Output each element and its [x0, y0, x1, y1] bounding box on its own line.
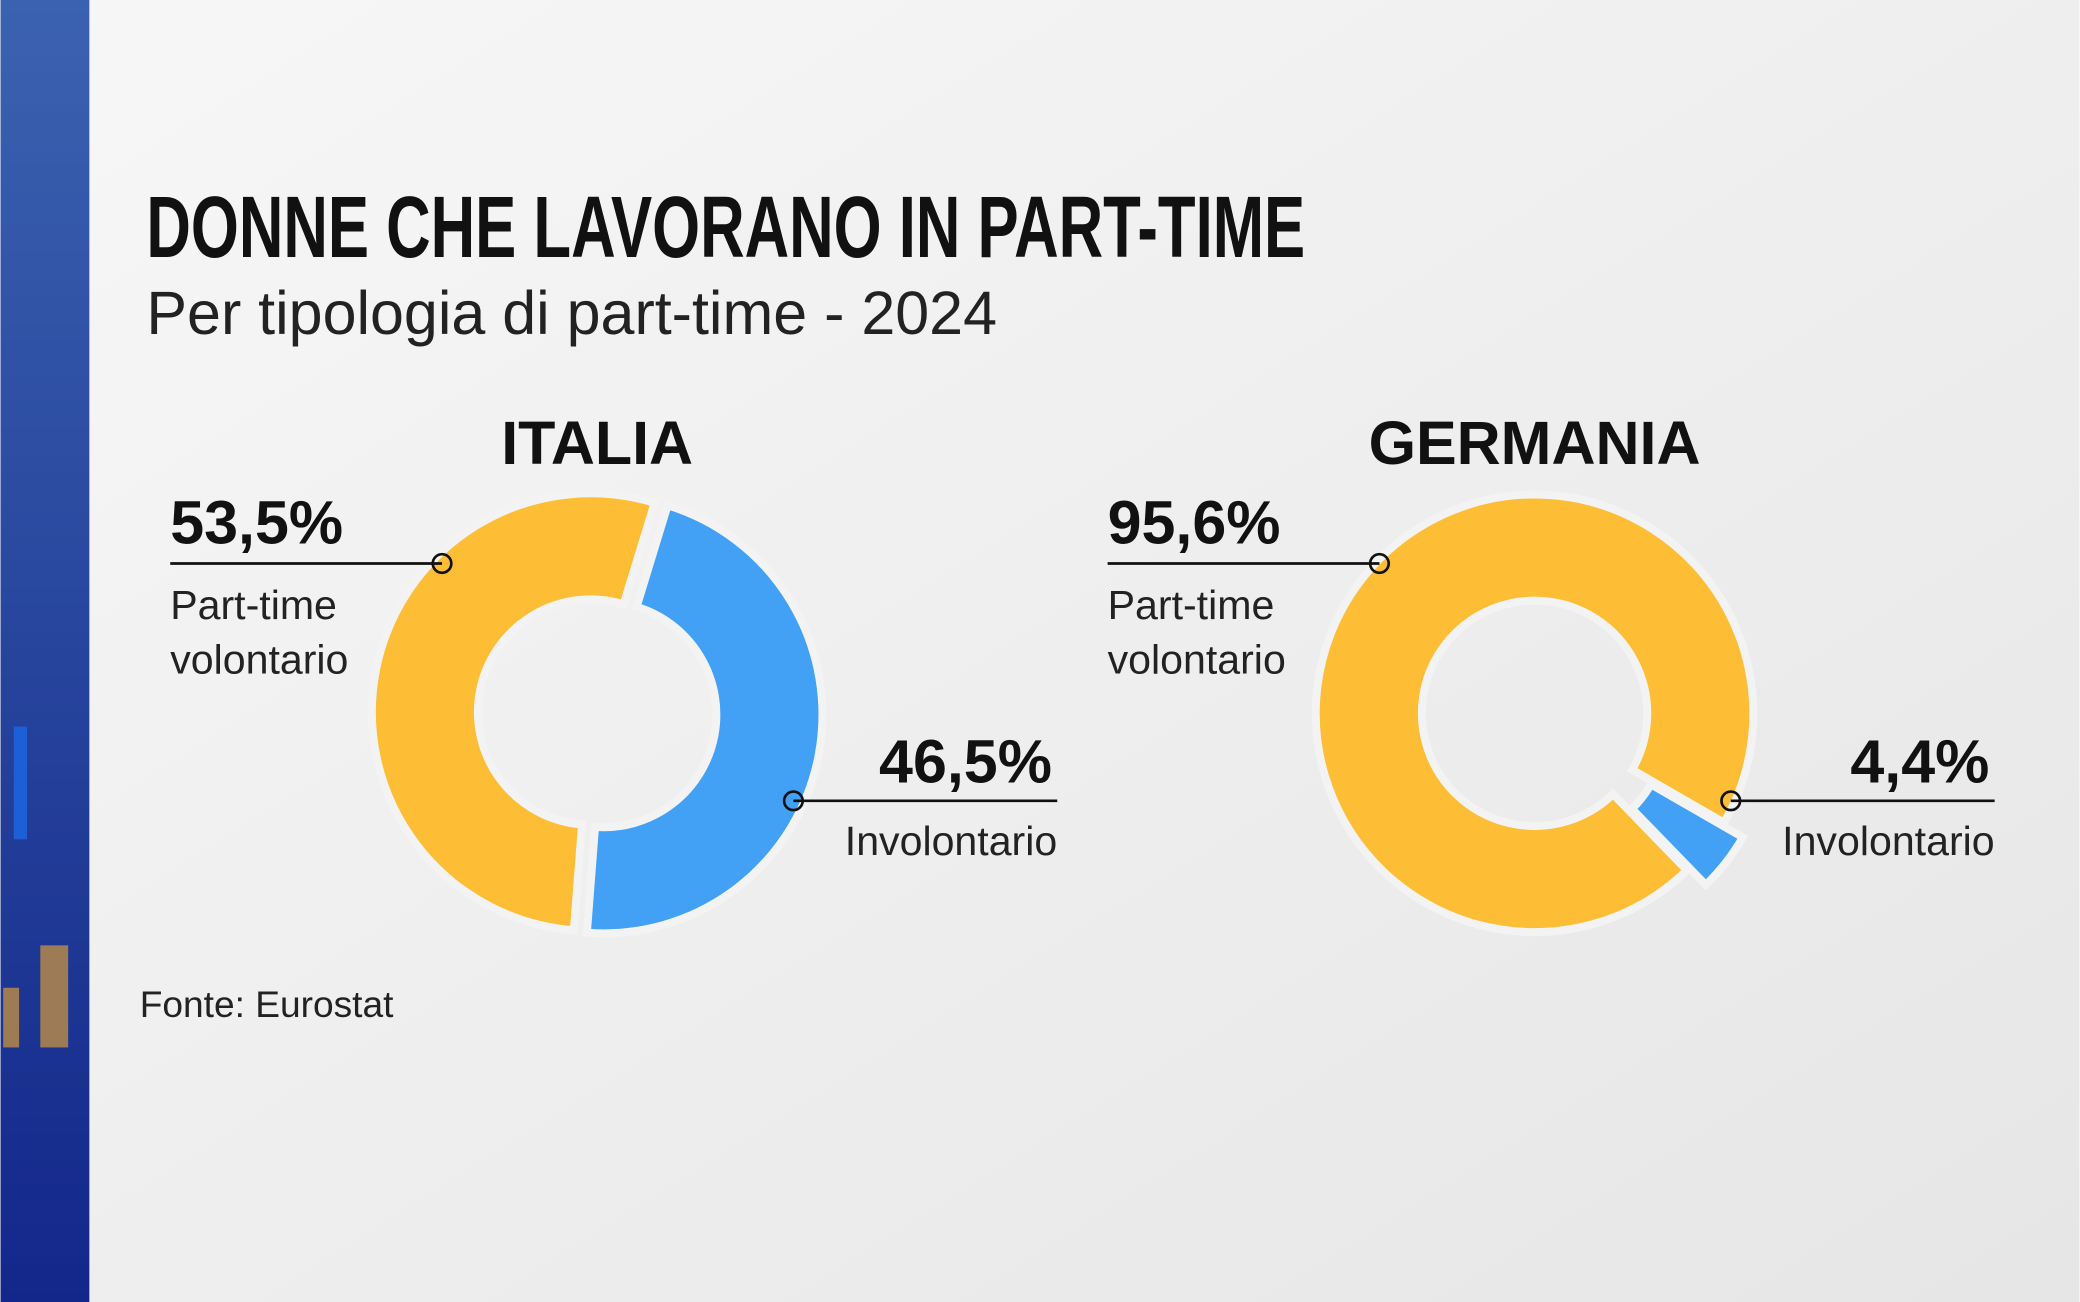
donut-slice: [367, 489, 660, 935]
decor: [40, 945, 69, 1048]
value-label: 4,4%: [1850, 727, 1989, 795]
decor: [3, 987, 20, 1048]
value-label: 95,6%: [1108, 489, 1281, 557]
leader-dot: [431, 552, 453, 575]
source: Fonte: Eurostat: [140, 983, 394, 1025]
side-strip: [0, 0, 90, 1302]
leader-dot: [1368, 552, 1391, 575]
value-label: 46,5%: [879, 727, 1052, 795]
category-label: Part-time volontario: [170, 582, 348, 682]
value-label: 53,5%: [170, 489, 343, 557]
donut-slice: [1311, 490, 1758, 937]
title: DONNE CHE LAVORANO IN PART-TIME: [146, 178, 1305, 276]
category-label: Part-time volontario: [1108, 582, 1286, 682]
charts: ITALIA 53,5% Part-time volontario 46,5% Invol…: [170, 409, 1995, 938]
leader-dot: [782, 790, 804, 812]
chart-title: ITALIA: [501, 409, 693, 477]
subtitle: Per tipologia di part-time - 2024: [146, 279, 997, 347]
chart-title: GERMANIA: [1369, 409, 1701, 477]
donut-slice: [582, 500, 827, 938]
donut-chart: ITALIA 53,5% Part-time volontario 46,5% Invol…: [170, 409, 1058, 938]
category-label: Involontario: [845, 818, 1057, 864]
decor: [13, 726, 28, 840]
leader-dot: [1720, 790, 1742, 812]
category-label: Involontario: [1782, 818, 1994, 864]
donut-chart: GERMANIA 95,6% Part-time volontario 4,4% Invo…: [1108, 409, 1995, 937]
